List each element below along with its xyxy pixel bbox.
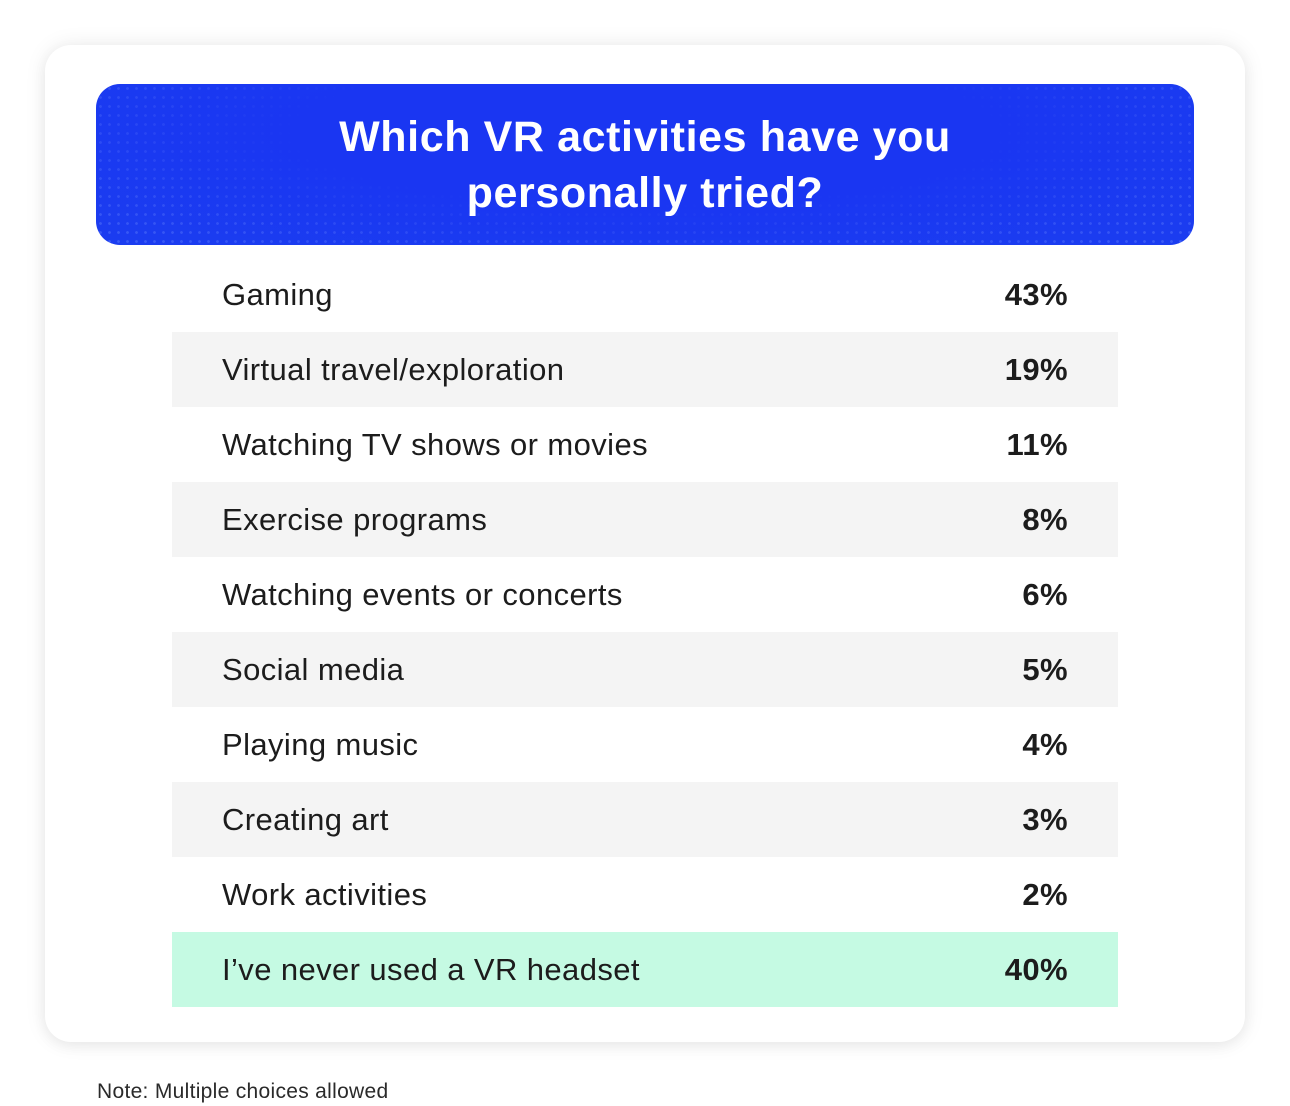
row-label: Watching TV shows or movies: [222, 426, 649, 462]
row-label: Creating art: [222, 801, 389, 837]
row-value: 19%: [1004, 351, 1068, 387]
row-value: 6%: [1022, 576, 1068, 612]
row-label: Watching events or concerts: [222, 576, 623, 612]
footnote: Note: Multiple choices allowed: [97, 1080, 389, 1103]
table-row: Virtual travel/exploration 19%: [172, 332, 1118, 407]
highlighted-table-row: I’ve never used a VR headset 40%: [172, 932, 1118, 1007]
row-label: Gaming: [222, 276, 333, 312]
table-row: Watching events or concerts 6%: [172, 557, 1118, 632]
table-row: Social media 5%: [172, 632, 1118, 707]
row-value: 2%: [1022, 876, 1068, 912]
row-label: I’ve never used a VR headset: [222, 951, 640, 987]
table-row: Work activities 2%: [172, 857, 1118, 932]
title-banner: Which VR activities have you personally …: [96, 84, 1194, 245]
table-row: Gaming 43%: [172, 257, 1118, 332]
table-row: Creating art 3%: [172, 782, 1118, 857]
row-value: 11%: [1006, 426, 1068, 462]
table-row: Playing music 4%: [172, 707, 1118, 782]
row-value: 4%: [1022, 726, 1068, 762]
row-label: Work activities: [222, 876, 428, 912]
row-label: Virtual travel/exploration: [222, 351, 565, 387]
results-table: Gaming 43% Virtual travel/exploration 19…: [172, 257, 1118, 1007]
row-value: 8%: [1022, 501, 1068, 537]
row-value: 40%: [1004, 951, 1068, 987]
row-label: Exercise programs: [222, 501, 488, 537]
table-row: Watching TV shows or movies 11%: [172, 407, 1118, 482]
row-label: Playing music: [222, 726, 419, 762]
row-label: Social media: [222, 651, 405, 687]
row-value: 3%: [1022, 801, 1068, 837]
table-row: Exercise programs 8%: [172, 482, 1118, 557]
row-value: 43%: [1004, 276, 1068, 312]
row-value: 5%: [1022, 651, 1068, 687]
chart-title: Which VR activities have you personally …: [339, 112, 951, 217]
